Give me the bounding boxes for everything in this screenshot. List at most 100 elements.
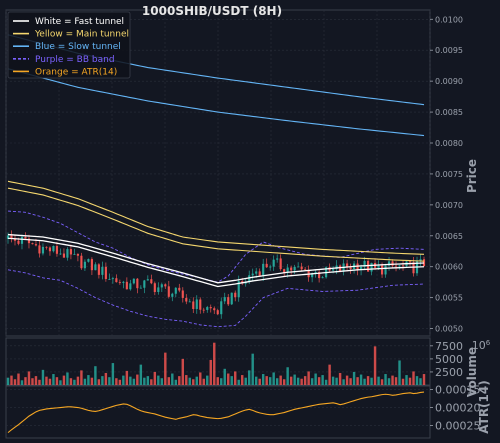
volume-bar <box>139 364 143 385</box>
volume-bar <box>230 376 233 385</box>
candle-body <box>279 258 282 270</box>
price-tick-label: 0.0100 <box>435 15 463 24</box>
candle-body <box>332 268 335 271</box>
candle-body <box>335 265 338 269</box>
volume-bar <box>338 372 342 385</box>
candle-body <box>94 264 97 271</box>
volume-bar <box>146 376 150 385</box>
volume-bar <box>48 378 52 385</box>
volume-bar <box>174 379 178 385</box>
volume-bar <box>289 376 293 385</box>
volume-tick-label: 5000 <box>435 353 463 366</box>
volume-bars <box>6 342 426 385</box>
price-tick-label: 0.0055 <box>435 294 463 303</box>
volume-bar <box>206 375 209 385</box>
candle-body <box>258 271 261 276</box>
volume-bar <box>412 371 415 385</box>
volume-bar <box>34 376 38 385</box>
volume-bar <box>359 374 363 385</box>
candle-body <box>164 284 167 287</box>
volume-axis-label: Volume <box>465 347 479 397</box>
volume-tick-label: 2500 <box>435 366 463 379</box>
candle-body <box>283 269 286 273</box>
volume-bar <box>164 352 167 385</box>
volume-bar <box>300 378 303 385</box>
volume-bar <box>321 375 324 385</box>
legend-label: Yellow = Main tunnel <box>34 30 129 40</box>
legend-label: Purple = BB band <box>35 55 115 65</box>
candle-body <box>370 262 373 272</box>
volume-grid <box>6 345 430 373</box>
volume-bar <box>118 379 122 385</box>
candle-body <box>304 269 307 271</box>
candle-body <box>286 267 289 273</box>
candle-body <box>314 272 317 274</box>
candle-body <box>129 283 132 290</box>
volume-bar <box>279 375 282 385</box>
volume-bar <box>373 346 377 385</box>
volume-bar <box>408 377 412 385</box>
candle-body <box>41 246 45 254</box>
candle-body <box>174 287 177 294</box>
candle-body <box>87 259 90 262</box>
candle-body <box>13 238 17 241</box>
volume-bar <box>282 379 286 385</box>
candle-body <box>220 301 223 315</box>
candle-body <box>132 278 135 284</box>
candle-body <box>97 264 100 275</box>
volume-bar <box>296 377 300 385</box>
candle-body <box>31 243 34 245</box>
candle-body <box>272 259 275 267</box>
candle-body <box>234 292 237 298</box>
volume-bar <box>104 372 108 385</box>
atr-grid <box>6 389 430 426</box>
volume-bar <box>223 368 226 385</box>
price-tick-label: 0.0095 <box>435 46 463 55</box>
atr-panel-frame <box>5 385 431 439</box>
price-axis-label: Price <box>465 159 479 193</box>
candle-body <box>10 235 13 239</box>
volume-bar <box>254 376 258 385</box>
fast-tunnel-lower-line <box>7 237 425 288</box>
main-tunnel-lower-line <box>7 187 425 262</box>
candle-body <box>408 261 412 263</box>
candle-body <box>227 297 230 305</box>
volume-bar <box>352 371 356 385</box>
volume-bar <box>192 379 195 385</box>
candle-body <box>363 260 366 267</box>
candle-body <box>265 263 268 268</box>
candle-body <box>262 263 265 276</box>
bb-lower-line <box>7 269 425 328</box>
volume-bar <box>398 360 401 385</box>
volume-bar <box>209 359 212 385</box>
price-tick-label: 0.0085 <box>435 108 463 117</box>
volume-bar <box>10 375 13 385</box>
volume-bar <box>303 376 307 385</box>
candle-body <box>83 261 86 269</box>
volume-bar <box>387 378 391 385</box>
volume-bar <box>384 374 387 385</box>
volume-bar <box>132 378 136 385</box>
slow-tunnel-lower-line <box>7 68 425 137</box>
candle-body <box>255 271 258 274</box>
atr-tick-label: 0.00020 <box>435 402 481 415</box>
atr-series-line <box>7 391 425 434</box>
volume-bar <box>342 379 345 385</box>
volume-bar <box>261 374 265 385</box>
candle-body <box>209 307 212 309</box>
volume-bar <box>258 378 261 385</box>
candle-body <box>69 249 72 255</box>
volume-bar <box>188 377 191 385</box>
volume-bar <box>272 372 275 385</box>
candle-body <box>24 236 27 239</box>
volume-bar <box>153 371 157 385</box>
candle-body <box>38 245 41 254</box>
volume-bar <box>101 376 104 385</box>
volume-bar <box>20 380 24 385</box>
candle-body <box>339 265 342 272</box>
candle-body <box>185 297 188 302</box>
candle-body <box>293 266 296 271</box>
legend: White = Fast tunnel Yellow = Main tunnel B… <box>7 11 131 79</box>
volume-bar <box>66 372 69 385</box>
candle-body <box>321 277 324 279</box>
